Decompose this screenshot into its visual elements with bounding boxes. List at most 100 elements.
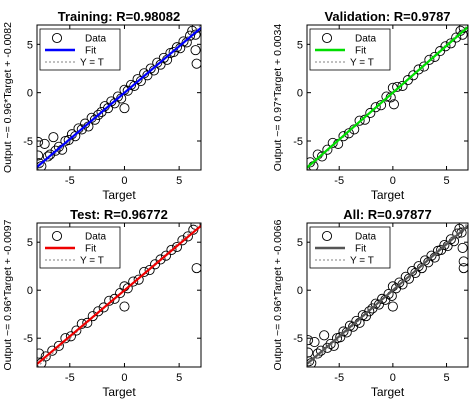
data-point xyxy=(343,128,354,139)
legend-identity-label: Y = T xyxy=(80,256,104,267)
legend-data-marker xyxy=(321,230,333,242)
y-tick-label: 0 xyxy=(27,285,33,297)
data-point xyxy=(364,306,375,317)
legend-fit-label: Fit xyxy=(85,46,96,57)
data-point xyxy=(370,102,381,113)
data-point xyxy=(191,58,201,69)
data-point xyxy=(418,61,430,72)
fit-line xyxy=(307,224,468,365)
data-point xyxy=(40,351,51,362)
data-point xyxy=(322,342,333,353)
data-point xyxy=(65,331,76,342)
data-point xyxy=(307,358,317,367)
x-axis-label: Target xyxy=(371,188,405,202)
y-tick-label: 0 xyxy=(297,88,303,100)
data-point xyxy=(93,306,104,317)
data-point xyxy=(457,242,468,254)
y-tick-label: 0 xyxy=(27,88,33,100)
legend-data-marker xyxy=(51,32,63,44)
data-point xyxy=(104,295,115,306)
data-point xyxy=(109,293,120,304)
data-point xyxy=(82,317,93,328)
data-point xyxy=(171,241,182,253)
legend-identity-label: Y = T xyxy=(350,256,374,267)
legend-data-marker xyxy=(321,32,333,44)
data-point xyxy=(413,64,424,75)
data-point xyxy=(60,333,71,344)
fit-line xyxy=(307,26,468,169)
data-point xyxy=(122,283,133,294)
plot-content xyxy=(37,223,201,367)
y-axis-label: Output ~= 0.96*Target + -0.0097 xyxy=(2,219,14,370)
plot-all: -5 0 5 -5 0 5 All: R=0.97877 Target Output ~= 0.… xyxy=(272,207,469,399)
data-point xyxy=(139,266,150,278)
x-axis-label: Target xyxy=(102,188,136,202)
data-point xyxy=(335,332,346,343)
data-point xyxy=(37,348,45,359)
data-point xyxy=(397,80,408,91)
legend-data-label: Data xyxy=(85,232,107,243)
data-point xyxy=(458,25,468,33)
data-point xyxy=(387,301,398,312)
data-point xyxy=(45,149,56,160)
data-point xyxy=(103,103,114,114)
data-point xyxy=(122,85,133,96)
y-tick-label: 0 xyxy=(297,285,303,297)
data-point xyxy=(53,141,64,152)
data-point xyxy=(191,263,201,274)
data-point xyxy=(155,254,166,265)
legend-data-label: Data xyxy=(355,232,377,243)
data-point xyxy=(48,132,59,143)
data-point xyxy=(71,325,82,336)
data-point xyxy=(144,264,155,276)
legend-fit-label: Fit xyxy=(355,46,366,57)
data-point xyxy=(424,54,435,65)
legend-identity-label: Y = T xyxy=(80,58,104,69)
data-point xyxy=(376,100,387,111)
data-point xyxy=(53,340,64,351)
x-tick-label: -5 xyxy=(65,372,75,384)
data-point xyxy=(365,107,376,119)
data-point xyxy=(190,45,201,56)
y-tick-label: 5 xyxy=(297,39,303,51)
legend-data-label: Data xyxy=(355,34,377,45)
x-tick-label: 5 xyxy=(443,175,449,187)
plot-title: Training: R=0.98082 xyxy=(58,9,180,24)
data-point xyxy=(381,91,392,102)
data-point xyxy=(458,256,468,267)
data-point xyxy=(128,276,139,287)
data-point xyxy=(182,231,193,242)
data-point xyxy=(373,299,384,310)
y-tick-label: -5 xyxy=(293,136,303,148)
data-point xyxy=(177,235,188,246)
data-point xyxy=(37,158,45,169)
data-point xyxy=(37,161,47,170)
legend-identity-label: Y = T xyxy=(350,58,374,69)
x-tick-label: 0 xyxy=(390,175,396,187)
x-tick-label: -5 xyxy=(334,372,344,384)
x-tick-label: 5 xyxy=(176,372,182,384)
data-point xyxy=(133,274,144,285)
x-axis-label: Target xyxy=(371,385,405,399)
data-point xyxy=(37,136,44,148)
plot-title: Test: R=0.96772 xyxy=(70,207,168,222)
data-point xyxy=(354,115,365,126)
y-tick-label: -5 xyxy=(23,333,33,345)
fit-line xyxy=(37,224,201,365)
data-point xyxy=(37,150,44,161)
data-point xyxy=(39,138,50,149)
data-point xyxy=(93,109,104,120)
plot-training: -5 0 5 -5 0 5 Training: R=0.98082 Target Output … xyxy=(2,9,202,202)
data-point xyxy=(166,244,177,255)
plot-title: Validation: R=0.9787 xyxy=(324,9,450,24)
axes-frame xyxy=(36,24,202,171)
data-point xyxy=(119,301,130,312)
plot-title: All: R=0.97877 xyxy=(343,207,432,222)
data-point xyxy=(316,151,328,162)
data-point xyxy=(109,98,120,109)
plot-content xyxy=(307,223,468,367)
